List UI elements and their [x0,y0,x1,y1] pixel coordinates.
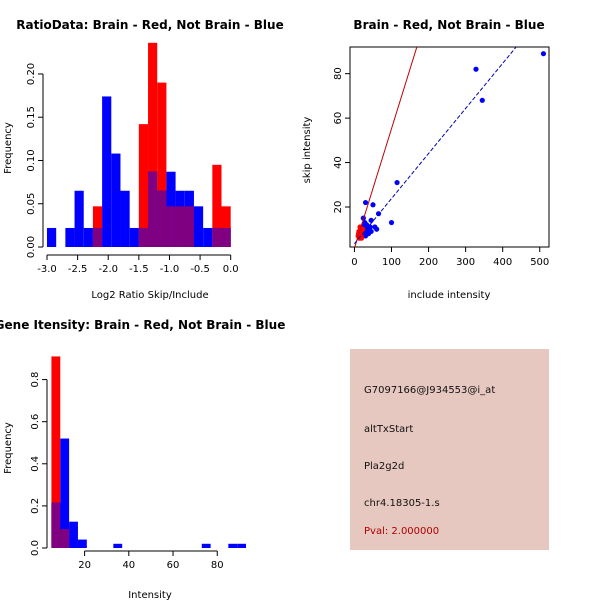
info-panel: G7097166@J934553@i_at altTxStart Pla2g2d… [350,349,549,550]
intensity-x-tick-label: 40 [122,560,135,571]
scatter-plot-box [349,46,550,248]
ratio-bar-brain [157,82,167,247]
intensity-y-tick-label: 0.0 [30,540,41,556]
scatter-point-not-brain [394,179,400,186]
ratio-bar-overlap [175,206,185,247]
ratio-title: RatioData: Brain - Red, Not Brain - Blue [16,18,283,32]
scatter-point-not-brain [473,66,479,72]
intensity-bar-brain [51,356,61,548]
ratio-bar-overlap [148,171,158,247]
probe-id: G7097166@J934553@i_at [364,385,496,396]
scatter-ylabel: skip intensity [302,117,313,184]
scatter-point-not-brain [367,224,373,230]
ratio-y-tick-label: 0.20 [26,63,37,85]
scatter-x-tick-label: 100 [382,257,401,268]
intensity-bar-not-brain [77,539,87,548]
intensity-bar-not-brain [228,543,238,548]
ratio-bar-not-brain [111,153,121,247]
ratio-bar-brain [212,164,222,247]
scatter-point-not-brain [370,202,376,208]
ratio-bar-overlap [92,227,103,247]
scatter-point-not-brain [479,97,485,103]
scatter-point-not-brain [362,199,369,206]
p-value: Pval: 2.000000 [364,526,440,537]
ratio-xlabel: Log2 Ratio Skip/Include [91,290,208,301]
scatter-fit-line-not-brain [354,47,517,244]
scatter-xlabel: include intensity [408,290,491,301]
scatter-x-tick-label: 400 [493,257,512,268]
ratio-bar-overlap [221,227,231,247]
gene-name: Pla2g2d [364,461,405,472]
ratio-bar-overlap [212,227,222,247]
ratio-y-tick-label: 0.10 [26,149,37,171]
scatter-point-brain [358,235,365,241]
scatter-x-tick-label: 200 [419,257,438,268]
scatter-point-not-brain [540,51,547,57]
ratio-bar-overlap [184,206,194,247]
scatter-y-tick-label: 20 [333,201,344,214]
scatter-y-tick-label: 40 [333,156,344,169]
ratio-bar-not-brain [65,227,75,247]
ratio-bar-not-brain [47,227,57,247]
ratio-x-tick-label: -3.0 [37,264,57,275]
scatter-y-tick-label: 80 [333,67,344,80]
ratio-bar-overlap [138,227,149,247]
ratio-bar-not-brain [74,190,84,247]
intensity-bar-not-brain [113,543,123,548]
ratio-bar-brain [221,206,231,247]
scatter-point-not-brain [374,226,380,232]
ratio-x-tick-label: -2.5 [68,264,88,275]
ratio-y-tick-label: 0.00 [26,236,37,258]
scatter-y-tick-label: 60 [333,112,344,125]
ratio-x-tick-label: -0.5 [190,264,210,275]
ratio-bar-not-brain [129,227,139,247]
event-type: altTxStart [364,424,414,435]
intensity-bar-not-brain [201,543,211,548]
ratio-y-tick-label: 0.15 [26,106,37,128]
ratio-bar-not-brain [102,96,112,247]
ratio-bar-not-brain [83,227,93,247]
ratio-bar-brain [138,124,149,247]
intensity-y-tick-label: 0.6 [30,414,41,430]
scatter-title: Brain - Red, Not Brain - Blue [353,18,544,32]
location: chr4.18305-1.s [364,498,440,509]
ratio-x-tick-label: -1.5 [129,264,149,275]
ratio-y-tick-label: 0.05 [26,193,37,215]
intensity-bar-overlap [60,529,70,548]
scatter-x-tick-label: 500 [530,257,549,268]
intensity-ylabel: Frequency [3,422,14,474]
intensity-y-tick-label: 0.2 [30,498,41,514]
scatter-fit-line-brain [354,47,418,247]
ratio-x-tick-label: -2.0 [98,264,118,275]
ratio-bar-not-brain [120,190,130,247]
scatter-point-not-brain [368,228,374,235]
intensity-x-tick-label: 20 [78,560,91,571]
intensity-y-tick-label: 0.8 [30,372,41,388]
ratio-bar-not-brain [203,227,213,247]
scatter-point-not-brain [388,219,395,226]
scatter-x-tick-label: 0 [351,257,357,268]
intensity-x-tick-label: 80 [211,560,224,571]
ratio-bar-brain [148,42,158,247]
scatter-point-not-brain [368,217,374,223]
intensity-x-tick-label: 60 [167,560,180,571]
intensity-xlabel: Intensity [128,590,172,600]
ratio-x-tick-label: 0.0 [223,264,239,275]
intensity-bar-overlap [51,502,61,548]
ratio-ylabel: Frequency [3,122,14,174]
ratio-bar-not-brain [193,206,204,247]
ratio-bar-overlap [157,190,167,247]
intensity-bar-not-brain [237,543,246,548]
intensity-title: Gene Itensity: Brain - Red, Not Brain - … [0,318,285,332]
intensity-bar-not-brain [60,438,70,548]
ratio-bar-overlap [166,206,176,247]
ratio-bar-brain [92,206,103,247]
intensity-bar-not-brain [69,521,78,548]
scatter-x-tick-label: 300 [456,257,475,268]
intensity-y-tick-label: 0.4 [30,456,41,472]
ratio-x-tick-label: -1.0 [160,264,180,275]
